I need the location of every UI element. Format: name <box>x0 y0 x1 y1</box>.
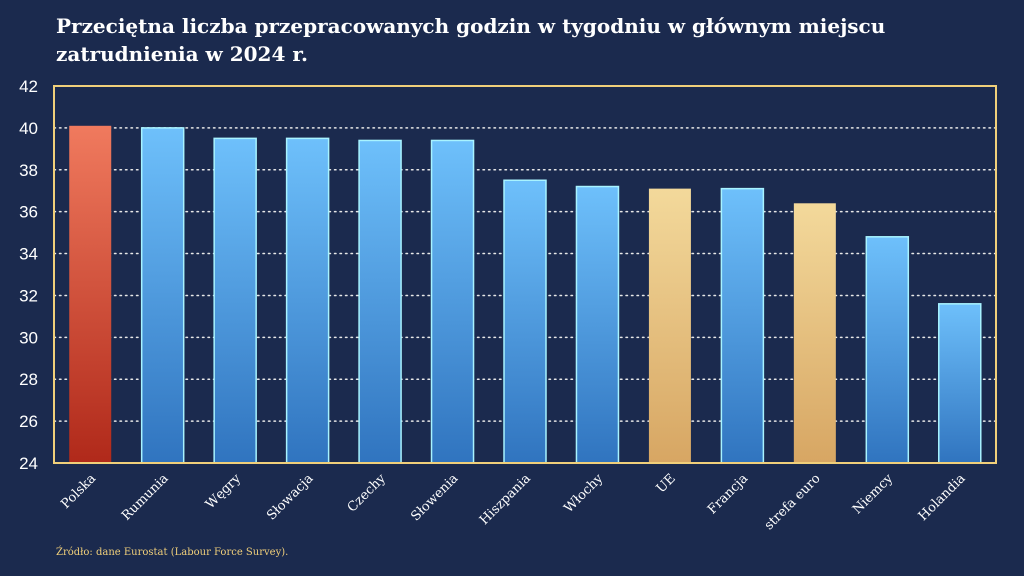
y-tick-label: 40 <box>19 119 38 138</box>
chart-title: Przeciętna liczba przepracowanych godzin… <box>56 14 886 66</box>
bar-rumunia <box>140 127 185 464</box>
source-note: Źródło: dane Eurostat (Labour Force Surv… <box>56 547 289 558</box>
bar-węgry <box>213 137 257 464</box>
bar-strefa-euro <box>793 203 836 464</box>
bar-niemcy <box>865 236 910 464</box>
x-tick-label: Rumunia <box>119 471 172 524</box>
x-tick-label: Włochy <box>561 471 606 516</box>
x-tick-label: Holandia <box>916 471 969 524</box>
bar-włochy <box>575 185 620 464</box>
x-tick-label: Niemcy <box>850 471 897 518</box>
y-tick-label: 26 <box>19 412 38 431</box>
y-tick-label: 38 <box>19 161 38 180</box>
x-axis-ticks: Polska Rumunia Węgry Słowacja Czechy Słowenia… <box>58 471 968 533</box>
x-tick-label: Hiszpania <box>477 471 534 528</box>
plot-frame <box>53 85 997 464</box>
bar-słowenia <box>430 139 475 464</box>
y-axis-ticks: 24 26 28 30 32 34 36 38 40 42 <box>19 77 38 473</box>
x-tick-label: Węgry <box>203 471 244 512</box>
y-tick-label: 34 <box>19 245 38 264</box>
y-tick-label: 28 <box>19 370 38 389</box>
y-tick-label: 32 <box>19 286 38 305</box>
y-tick-label: 42 <box>19 77 38 96</box>
bar-holandia <box>938 303 982 464</box>
bar-polska <box>69 125 112 464</box>
y-tick-label: 36 <box>19 203 38 222</box>
x-tick-label: Francja <box>705 471 751 517</box>
bar-ue <box>648 188 691 463</box>
y-tick-label: 24 <box>19 454 38 473</box>
bar-słowacja <box>285 137 330 464</box>
bar-czechy <box>358 139 402 464</box>
bars <box>69 125 982 464</box>
x-tick-label: Słowenia <box>408 471 461 524</box>
y-tick-label: 30 <box>19 328 38 347</box>
x-tick-label: UE <box>654 471 679 496</box>
x-tick-label: Czechy <box>345 471 390 516</box>
x-tick-label: Polska <box>58 471 99 512</box>
bar-francja <box>720 187 765 464</box>
x-tick-label: Słowacja <box>264 471 316 523</box>
bar-hiszpania <box>503 179 547 464</box>
x-tick-label: strefa euro <box>762 471 824 533</box>
